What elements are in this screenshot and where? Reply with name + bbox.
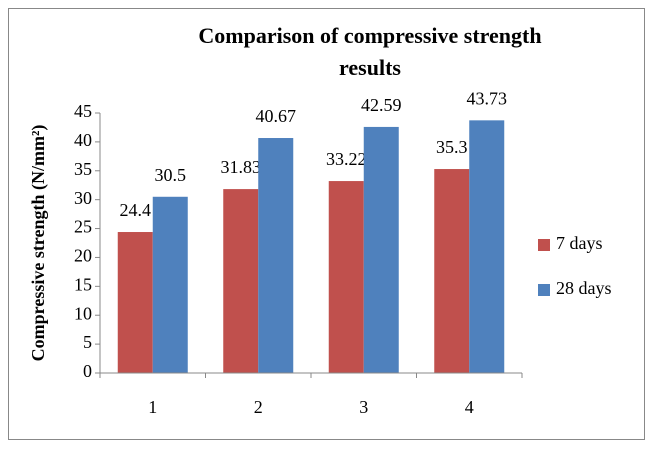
y-tick-label: 45 [74,101,92,121]
bar [223,189,259,373]
data-label: 35.3 [436,137,468,157]
bar [469,120,505,374]
data-label: 30.5 [155,165,187,185]
x-tick-label: 3 [359,397,368,417]
data-label: 40.67 [256,106,297,126]
data-label: 31.83 [221,157,262,177]
y-tick-label: 35 [74,159,92,179]
y-tick-label: 30 [74,188,92,208]
bar [328,181,364,373]
bar [434,169,470,373]
chart-frame [8,8,645,440]
data-label: 43.73 [467,88,508,108]
y-tick-label: 20 [74,246,92,266]
bar [258,138,294,373]
legend-swatch [538,284,550,296]
bar [117,232,153,373]
y-tick-label: 10 [74,303,92,323]
legend-label: 7 days [556,233,603,253]
data-label: 42.59 [361,95,402,115]
y-tick-label: 0 [83,361,92,381]
y-axis-label: Compressive strength (N/mm²) [28,125,49,362]
data-label: 33.22 [326,149,367,169]
data-label: 24.4 [120,200,152,220]
legend-swatch [538,239,550,251]
bar [152,196,188,373]
x-tick-label: 4 [465,397,474,417]
legend-label: 28 days [556,278,612,298]
chart-title: results [339,55,401,80]
x-tick-label: 2 [254,397,263,417]
y-tick-label: 40 [74,130,92,150]
x-tick-label: 1 [148,397,157,417]
y-tick-label: 15 [74,274,92,294]
bar [363,126,399,374]
chart-title: Comparison of compressive strength [198,23,541,48]
y-tick-label: 5 [83,332,92,352]
y-tick-label: 25 [74,217,92,237]
